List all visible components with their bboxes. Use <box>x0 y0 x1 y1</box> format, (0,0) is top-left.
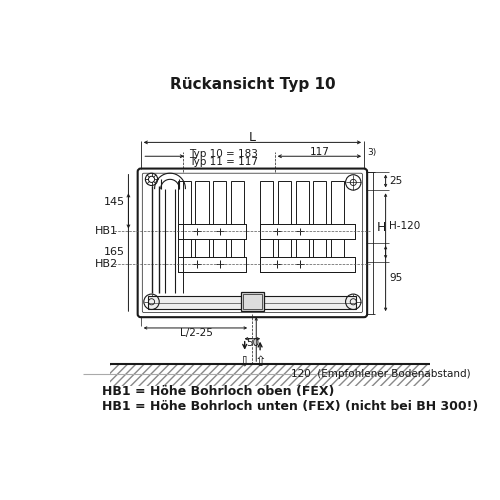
Text: 3): 3) <box>367 148 376 157</box>
Bar <box>260 256 355 272</box>
Bar <box>296 181 308 272</box>
Text: 50: 50 <box>246 338 259 348</box>
Text: 145: 145 <box>104 196 124 206</box>
Bar <box>213 181 226 272</box>
Bar <box>178 224 246 239</box>
Text: HB2: HB2 <box>94 259 118 269</box>
Bar <box>148 296 356 310</box>
Bar <box>178 181 191 272</box>
Bar <box>178 224 246 239</box>
Bar <box>278 181 291 272</box>
Bar <box>196 181 208 272</box>
Bar <box>241 292 264 311</box>
Bar <box>178 256 246 272</box>
Text: 117: 117 <box>310 148 330 158</box>
Text: L/2-25: L/2-25 <box>180 328 213 338</box>
Bar <box>231 181 244 272</box>
Bar <box>260 256 355 272</box>
Bar <box>331 181 344 272</box>
Text: ⇧: ⇧ <box>254 355 266 369</box>
Text: Rückansicht Typ 10: Rückansicht Typ 10 <box>170 77 335 92</box>
Text: H: H <box>377 221 386 234</box>
Text: 120  (Empfohlener Bodenabstand): 120 (Empfohlener Bodenabstand) <box>291 369 470 379</box>
Text: L: L <box>249 132 256 144</box>
Text: 95: 95 <box>390 274 402 283</box>
FancyBboxPatch shape <box>138 168 367 317</box>
Text: ⇩: ⇩ <box>239 355 250 369</box>
Text: H-120: H-120 <box>390 221 420 231</box>
Text: 25: 25 <box>390 176 402 186</box>
Bar <box>260 181 273 272</box>
Text: HB1: HB1 <box>94 226 118 236</box>
Text: Typ 11 = 117: Typ 11 = 117 <box>190 156 258 166</box>
Bar <box>178 256 246 272</box>
Bar <box>243 294 262 308</box>
Bar <box>260 224 355 239</box>
Bar <box>313 181 326 272</box>
Bar <box>260 224 355 239</box>
Text: Typ 10 = 183: Typ 10 = 183 <box>190 149 258 159</box>
Text: HB1 = Höhe Bohrloch unten (FEX) (nicht bei BH 300!): HB1 = Höhe Bohrloch unten (FEX) (nicht b… <box>102 400 478 413</box>
Text: 165: 165 <box>104 247 124 257</box>
Text: HB1 = Höhe Bohrloch oben (FEX): HB1 = Höhe Bohrloch oben (FEX) <box>102 385 334 398</box>
Bar <box>110 364 430 386</box>
